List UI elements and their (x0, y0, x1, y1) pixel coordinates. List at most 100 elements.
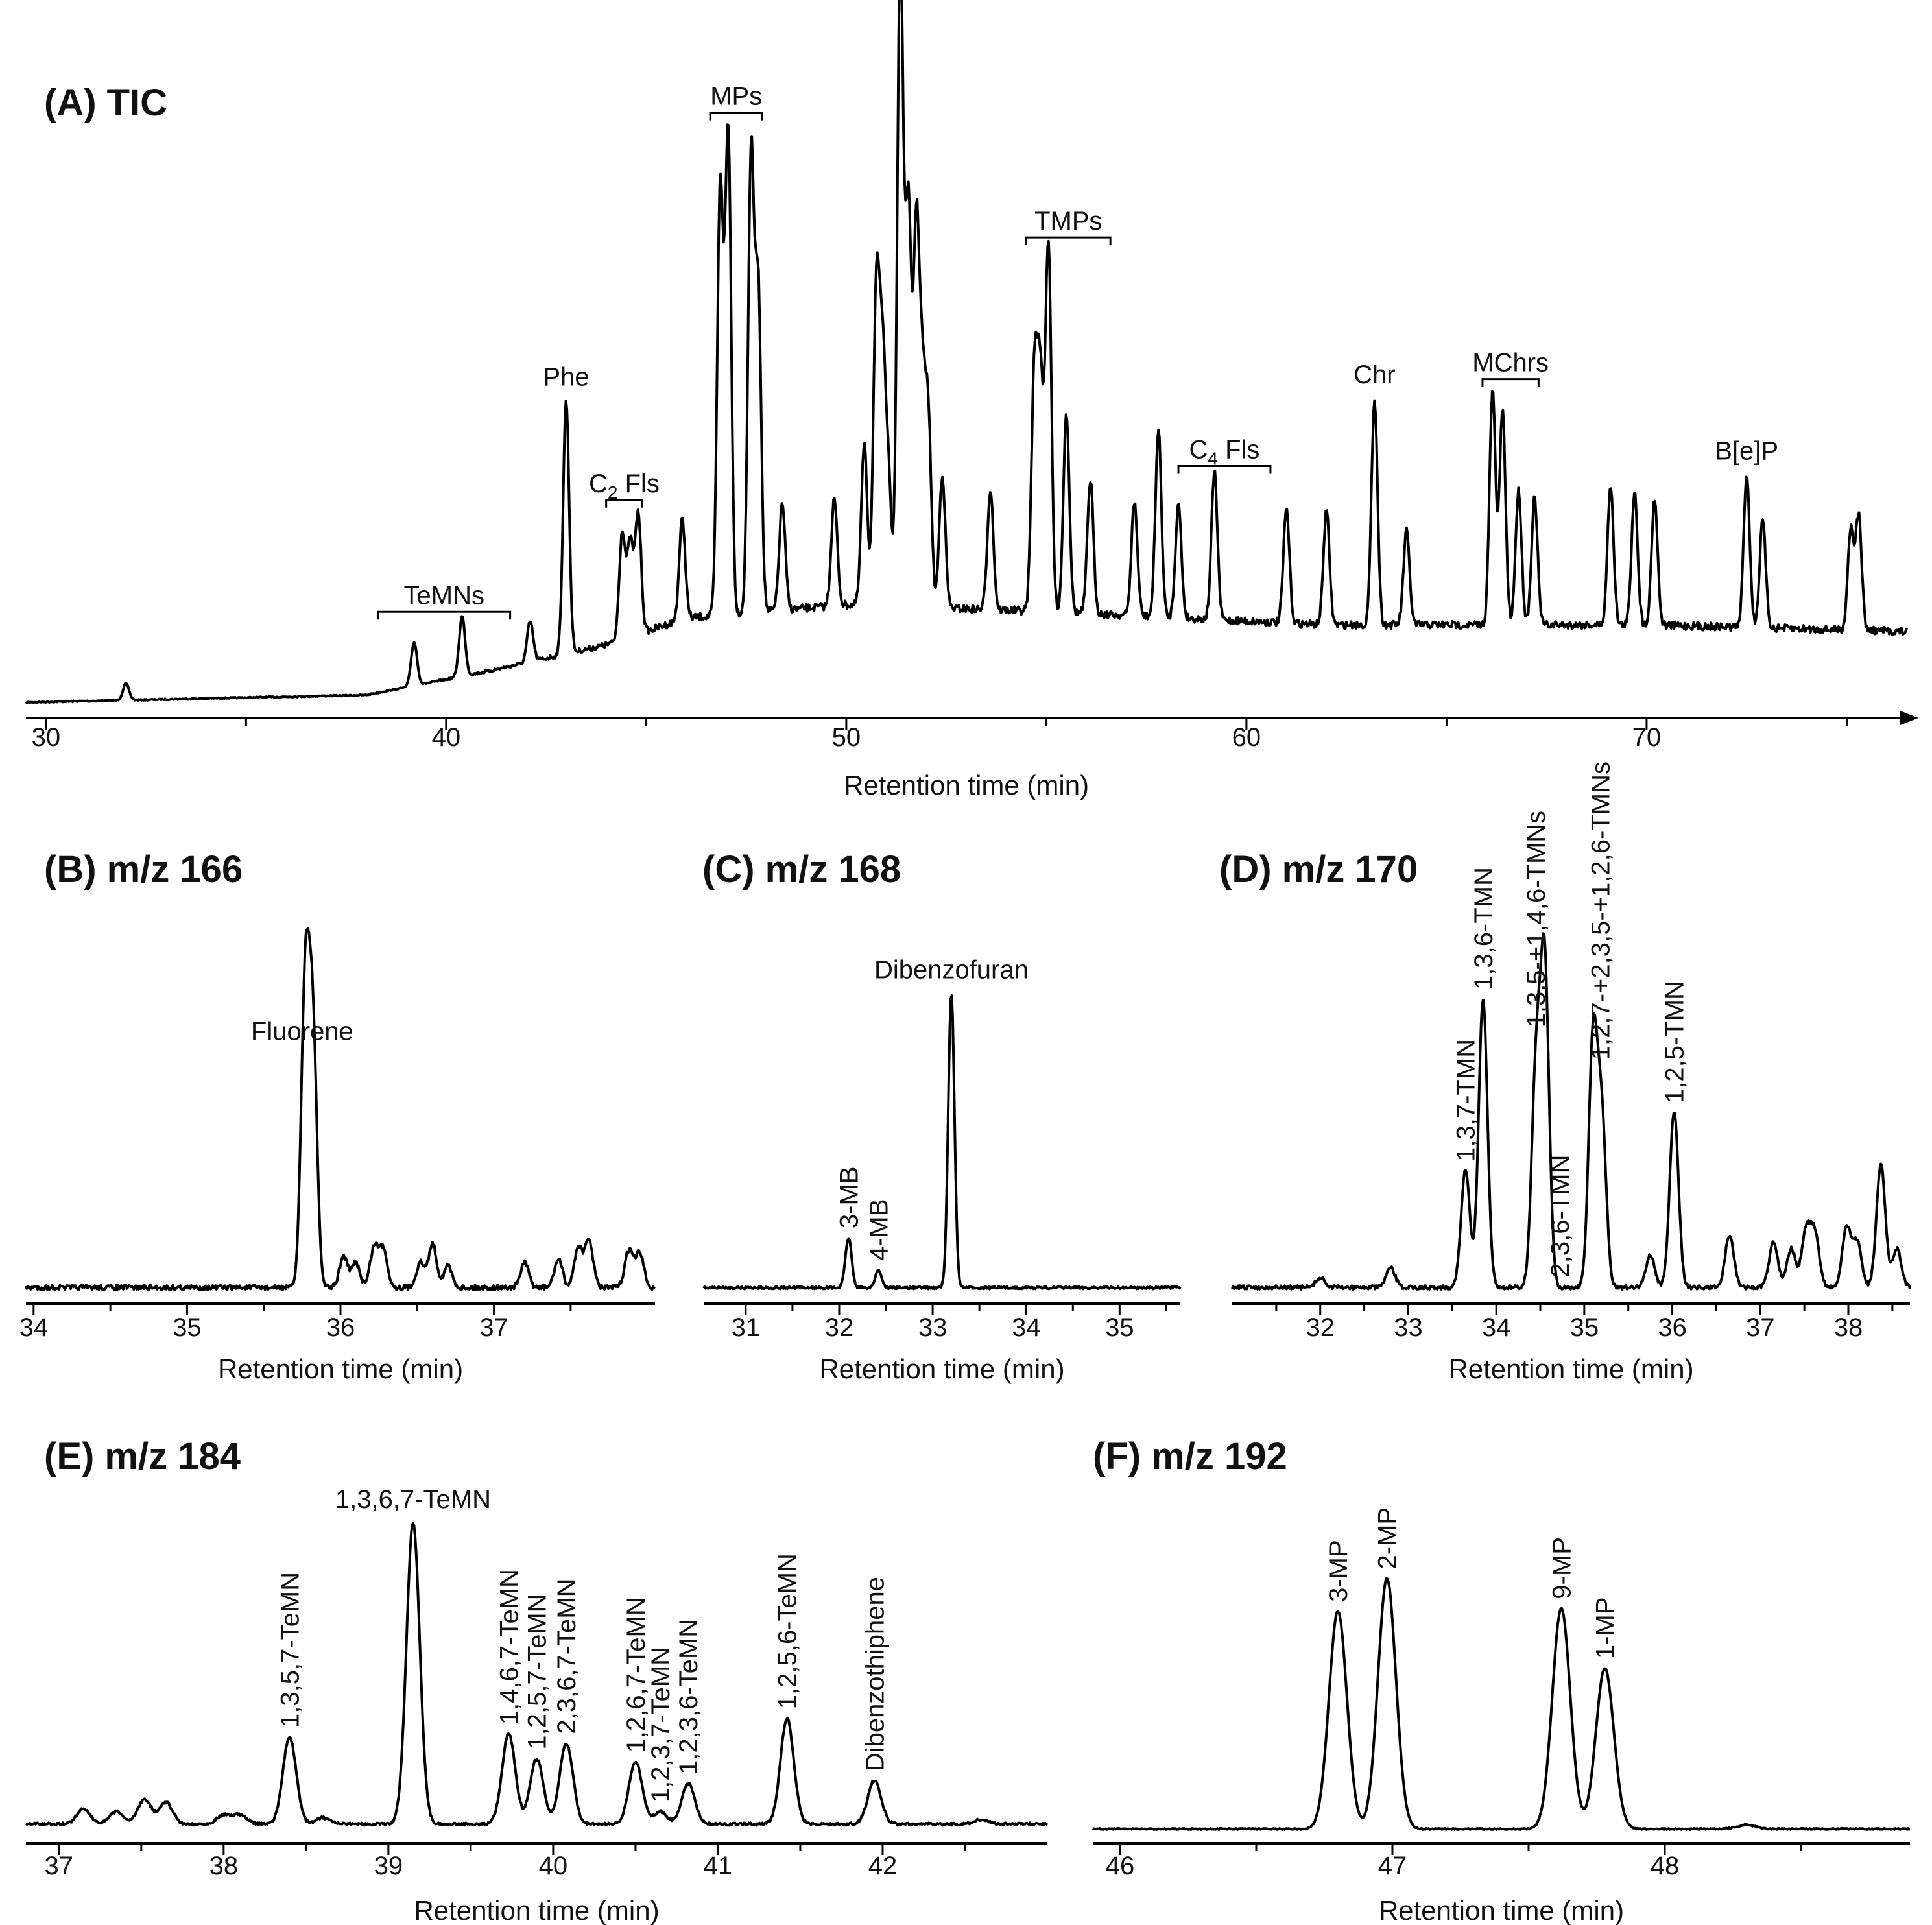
peak-label: 2,3,6-TMN (1546, 1155, 1575, 1278)
peak-label: 1,3,7-TMN (1452, 1039, 1481, 1162)
group-label-text: MPs (710, 82, 762, 111)
peak-label: 1,2,7-+2,3,5-+1,2,6-TMNs (1586, 761, 1615, 1060)
peak-label: 1,3,6,7-TeMN (335, 1485, 491, 1514)
peak-label: 3-MP (1324, 1540, 1353, 1602)
peak-label: 1-MP (1592, 1597, 1620, 1660)
x-axis-label: Retention time (min) (414, 1895, 659, 1925)
peak-label: 1,2,5-TMN (1660, 981, 1689, 1103)
panel-b: (B) m/z 166 34 35 36 37 Retention time (min) F… (19, 848, 656, 1384)
peak-label: 9-MP (1547, 1537, 1576, 1599)
peak-label: Chr (1354, 361, 1395, 389)
group-label: C4 Fls (1189, 435, 1260, 468)
group-label-text: C (1189, 435, 1208, 464)
group-label-text: MChrs (1472, 349, 1549, 377)
group-bracket (709, 112, 763, 121)
panel-title: (B) m/z 166 (44, 848, 243, 891)
group-bracket (1025, 236, 1112, 246)
group-label-text: C (589, 470, 608, 498)
x-tick-label: 70 (1632, 723, 1662, 752)
peak-label: Fluorene (251, 1017, 353, 1046)
panel-d: (D) m/z 170 32 33 34 35 36 37 38 Retention time … (1219, 761, 1911, 1384)
x-tick-label: 37 (479, 1313, 508, 1342)
group-label: C2 Fls (589, 470, 660, 503)
x-tick-label: 46 (1106, 1852, 1135, 1880)
group-bracket (1481, 378, 1540, 387)
panel-e: (E) m/z 184 37 38 39 40 41 42 Retention time (m… (25, 1435, 1049, 1925)
group-label-text: TeMNs (404, 581, 484, 610)
x-tick-label: 37 (1746, 1313, 1775, 1342)
group-label-suffix: Fls (1218, 435, 1259, 464)
x-tick-label: 35 (1105, 1313, 1134, 1342)
x-tick-label: 38 (209, 1852, 239, 1880)
x-tick-label: 34 (1012, 1313, 1041, 1342)
peak-label: Dibenzofuran (874, 955, 1029, 984)
panel-title: (A) TIC (44, 82, 167, 124)
panel-c: (C) m/z 168 31 32 33 34 35 Retention time (min… (702, 848, 1182, 1384)
x-tick-label: 30 (32, 723, 61, 752)
chromatogram-trace (25, 927, 656, 1292)
x-tick-label: 40 (539, 1852, 568, 1880)
x-tick-label: 41 (704, 1852, 733, 1880)
peak-label: 1,2,5,6-TeMN (774, 1553, 802, 1709)
group-label-subscript: 4 (1208, 448, 1218, 468)
x-tick-label: 40 (432, 723, 461, 752)
x-tick-label: 37 (45, 1852, 74, 1880)
group-bracket (605, 499, 643, 508)
group-bracket (377, 610, 512, 620)
panel-title: (F) m/z 192 (1093, 1435, 1287, 1477)
panel-title: (C) m/z 168 (702, 848, 901, 891)
group-label: TeMNs (404, 581, 484, 610)
peak-label: 4-MB (865, 1199, 894, 1261)
peak-label: 1,3,5,7-TeMN (276, 1572, 304, 1728)
peak-label: 1,2,5,7-TeMN (523, 1594, 552, 1749)
group-label-subscript: 2 (608, 483, 618, 503)
peak-label: 1,2,3,6-TeMN (674, 1619, 703, 1775)
axis-arrow-icon (1900, 711, 1918, 725)
x-tick-label: 39 (374, 1852, 403, 1880)
x-axis-label: Retention time (min) (819, 1354, 1064, 1384)
x-tick-label: 36 (326, 1313, 355, 1342)
x-tick-label: 35 (173, 1313, 202, 1342)
panel-a: (A) TIC 30 40 50 60 70 Retention time (min) Phe… (25, 0, 1918, 800)
x-tick-label: 38 (1834, 1313, 1863, 1342)
x-tick-label: 50 (832, 723, 861, 752)
peak-label: 1,2,6,7-TeMN (622, 1597, 650, 1752)
x-tick-label: 47 (1378, 1852, 1407, 1880)
peak-label: Dibenzothiphene (861, 1577, 889, 1771)
x-axis-label: Retention time (min) (218, 1354, 463, 1384)
group-label: MChrs (1472, 349, 1549, 377)
panel-title: (E) m/z 184 (44, 1435, 241, 1477)
peak-label: B[e]P (1715, 436, 1778, 465)
x-tick-label: 32 (825, 1313, 854, 1342)
x-tick-label: 34 (1482, 1313, 1511, 1342)
peak-label: 2,3,6,7-TeMN (553, 1578, 581, 1734)
x-tick-label: 33 (918, 1313, 948, 1342)
x-tick-label: 34 (19, 1313, 49, 1342)
peak-label: 1,3,6-TMN (1470, 867, 1498, 990)
x-axis-label: Retention time (min) (1379, 1895, 1624, 1925)
peak-label: 1,2,3,7-TeMN (647, 1647, 675, 1802)
chromatogram-trace (25, 0, 1908, 704)
x-tick-label: 31 (732, 1313, 761, 1342)
peak-label: Phe (543, 363, 589, 392)
group-label: TMPs (1034, 207, 1102, 235)
panel-title: (D) m/z 170 (1219, 848, 1418, 891)
x-axis-label: Retention time (min) (844, 770, 1089, 800)
peak-label: 1,4,6,7-TeMN (495, 1569, 523, 1725)
peak-label: 1,3,5-+1,4,6-TMNs (1522, 811, 1551, 1028)
x-tick-label: 35 (1570, 1313, 1599, 1342)
x-tick-label: 60 (1232, 723, 1261, 752)
chromatogram-trace (1231, 932, 1911, 1291)
x-tick-label: 32 (1306, 1313, 1335, 1342)
chromatogram-trace (702, 994, 1182, 1291)
peak-label: 2-MP (1374, 1507, 1402, 1570)
group-label-text: TMPs (1034, 207, 1102, 235)
group-label-suffix: Fls (617, 470, 659, 498)
chromatogram-trace (1091, 1577, 1911, 1831)
peak-label: 3-MB (835, 1167, 863, 1229)
group-bracket (1177, 464, 1272, 474)
group-label: MPs (710, 82, 762, 111)
chromatogram-trace (25, 1522, 1049, 1827)
x-axis-label: Retention time (min) (1448, 1354, 1693, 1384)
